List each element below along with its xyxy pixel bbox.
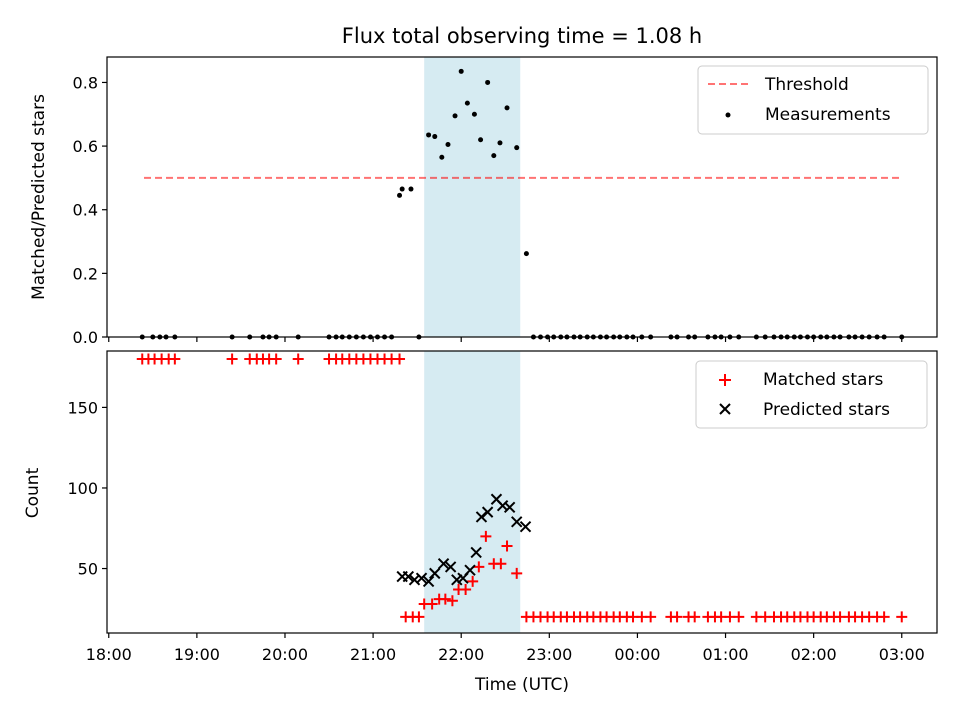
predicted-star-marker	[402, 570, 415, 583]
x-axis-label: Time (UTC)	[474, 675, 569, 695]
measurement-point	[399, 186, 405, 192]
legend-matched-swatch	[719, 374, 731, 386]
measurement-point	[497, 140, 503, 146]
matched-star-marker	[473, 561, 485, 573]
measurement-point	[514, 145, 520, 151]
y-tick-label: 0.6	[73, 137, 98, 156]
measurement-point	[408, 186, 414, 192]
matched-star-marker	[460, 583, 472, 595]
measurement-point	[491, 153, 497, 159]
legend-measurements-swatch	[725, 112, 731, 118]
measurement-point	[397, 192, 403, 198]
x-tick-label: 19:00	[174, 645, 220, 664]
predicted-star-marker	[503, 501, 516, 514]
matched-star-marker	[511, 567, 523, 579]
top-legend-box	[697, 65, 929, 135]
matched-star-marker	[467, 575, 479, 587]
predicted-star-marker	[444, 561, 457, 573]
measurement-point	[471, 111, 477, 117]
matched-star-marker	[689, 611, 701, 623]
matched-star-marker	[426, 598, 438, 610]
matched-star-marker	[733, 611, 745, 623]
x-tick-label: 20:00	[262, 645, 308, 664]
measurement-point	[464, 100, 470, 106]
x-tick-label: 18:00	[86, 645, 132, 664]
bottom-x-ticks: 18:00 19:00 20:00 21:00 22:00 23:00 00:00 01:00…	[86, 633, 925, 664]
y-tick-label: 0.0	[73, 328, 98, 347]
matched-star-marker	[501, 540, 513, 552]
legend-predicted-swatch	[719, 403, 731, 415]
predicted-star-marker	[429, 567, 441, 580]
bottom-axes-frame	[106, 350, 938, 634]
top-highlight-band	[424, 57, 521, 337]
measurement-point	[504, 105, 510, 111]
measurement-point	[445, 142, 451, 147]
top-axes-frame	[106, 56, 938, 338]
x-tick-label: 01:00	[702, 645, 748, 664]
matched-star-marker	[495, 558, 507, 570]
predicted-star-marker	[415, 572, 428, 584]
y-tick-label: 100	[67, 479, 98, 498]
y-tick-label: 150	[67, 398, 98, 417]
predicted-star-marker	[470, 546, 482, 559]
measurement-point	[432, 134, 438, 140]
top-y-axis-label: Matched/Predicted stars	[29, 94, 49, 300]
predicted-star-marker	[519, 520, 532, 533]
legend-matched-label: Matched stars	[763, 370, 883, 390]
matched-star-marker	[446, 595, 458, 607]
matched-star-marker	[480, 530, 492, 542]
x-tick-label: 02:00	[791, 645, 837, 664]
matched-star-marker	[878, 611, 890, 623]
matched-star-marker	[439, 593, 451, 605]
measurement-point	[485, 79, 491, 85]
legend-threshold-label: Threshold	[764, 75, 849, 95]
y-tick-label: 50	[78, 560, 98, 579]
matched-star-marker	[169, 353, 181, 365]
predicted-star-marker	[511, 516, 523, 528]
predicted-star-marker	[422, 575, 435, 588]
matched-star-marker	[896, 611, 908, 623]
legend-measurements-label: Measurements	[765, 105, 891, 125]
bottom-panel: 50 100 150 18:00 19:00 20:00 21:00 22:00 23:00 0…	[23, 350, 938, 695]
matched-star-marker	[292, 353, 304, 365]
matched-star-marker	[671, 611, 683, 623]
bottom-legend-box	[695, 360, 928, 429]
matched-stars-layer	[136, 353, 908, 623]
legend-predicted-label: Predicted stars	[763, 400, 890, 420]
measurement-point	[439, 154, 445, 160]
predicted-star-marker	[464, 564, 476, 576]
measurement-point	[523, 251, 529, 257]
y-tick-label: 0.4	[73, 201, 98, 220]
bottom-legend: Matched stars Predicted stars	[695, 360, 928, 429]
y-tick-label: 0.2	[73, 264, 98, 283]
top-x-ticks	[108, 337, 903, 342]
matched-star-marker	[270, 353, 282, 365]
predicted-star-marker	[481, 506, 494, 518]
measurement-point	[452, 113, 458, 119]
matched-star-marker	[394, 353, 406, 365]
top-panel: 0.0 0.2 0.4 0.6 0.8 Flux total observing tim…	[29, 24, 938, 347]
bottom-highlight-band	[424, 351, 521, 633]
x-tick-label: 03:00	[879, 645, 925, 664]
measurement-point	[458, 68, 464, 74]
matched-star-marker	[645, 611, 657, 623]
x-tick-label: 22:00	[438, 645, 484, 664]
matched-star-marker	[226, 353, 238, 365]
top-legend: Threshold Measurements	[697, 65, 929, 135]
predicted-star-marker	[437, 558, 450, 570]
chart-title: Flux total observing time = 1.08 h	[342, 24, 702, 48]
predicted-stars-layer	[396, 493, 532, 588]
measurement-point	[426, 132, 432, 138]
matched-star-marker	[413, 611, 425, 623]
measurement-point	[478, 137, 484, 143]
top-y-ticks: 0.0 0.2 0.4 0.6 0.8	[73, 73, 107, 347]
x-tick-label: 21:00	[350, 645, 396, 664]
bottom-y-axis-label: Count	[23, 467, 43, 518]
y-tick-label: 0.8	[73, 73, 98, 92]
x-tick-label: 00:00	[614, 645, 660, 664]
x-tick-label: 23:00	[526, 645, 572, 664]
bottom-y-ticks: 50 100 150	[67, 398, 107, 579]
